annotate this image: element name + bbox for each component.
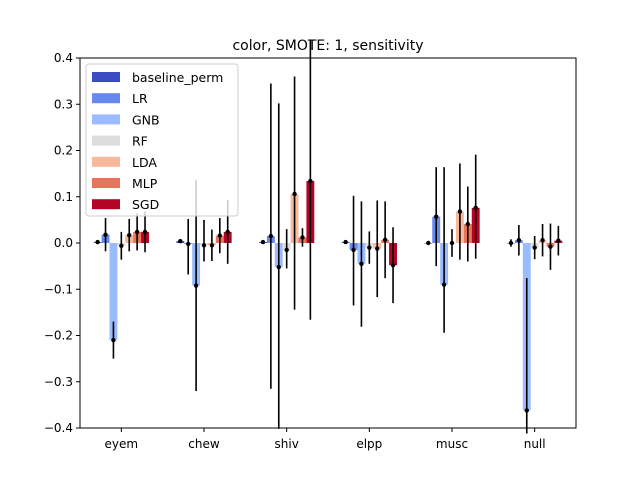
mean-point (127, 232, 132, 238)
legend-swatch (92, 72, 120, 82)
mean-point (201, 243, 207, 248)
mean-point (367, 245, 372, 250)
mean-point (351, 247, 356, 253)
legend-label: RF (132, 134, 148, 149)
legend-box (85, 63, 239, 217)
mean-point (516, 238, 522, 243)
legend-label: GNB (132, 112, 160, 127)
mean-point (540, 238, 545, 243)
x-tick-label: null (524, 437, 546, 451)
legend-label: baseline_perm (132, 70, 223, 85)
legend: baseline_perm LR GNB RF LDA MLP SGD (85, 63, 239, 217)
legend-label: LR (132, 91, 148, 106)
mean-point (473, 205, 478, 211)
y-tick-label: 0.1 (54, 190, 73, 204)
mean-point (193, 283, 199, 288)
mean-point (457, 209, 463, 214)
y-tick-label: −0.2 (44, 329, 73, 343)
legend-swatch (92, 156, 120, 167)
mean-point (225, 229, 230, 235)
y-tick-label: 0.4 (54, 51, 73, 65)
mean-point (441, 282, 447, 287)
mean-point (134, 229, 140, 235)
mean-point (95, 239, 100, 245)
x-tick-label: musc (436, 437, 468, 451)
x-tick-label: shiv (275, 437, 299, 451)
legend-swatch (92, 178, 120, 188)
plot-frame (79, 57, 577, 429)
mean-point (284, 247, 289, 253)
x-tick-label: eyem (105, 437, 139, 451)
legend-swatch (92, 199, 120, 210)
x-tick-label: elpp (356, 437, 382, 451)
mean-point (217, 233, 222, 238)
legend-label: SGD (132, 197, 159, 212)
legend-label: LDA (132, 155, 157, 170)
mean-point (524, 408, 529, 413)
mean-point (260, 239, 266, 245)
mean-point (142, 229, 148, 235)
errorbar-layer (95, 39, 561, 434)
chart-title: color, SMOTE: 1, sensitivity (232, 38, 423, 54)
x-tick-label: chew (188, 437, 220, 451)
y-tick-label: 0.3 (54, 97, 73, 111)
mean-point (300, 235, 305, 240)
y-axis: −0.4 −0.3 −0.2 −0.1 0.0 0.1 0.2 0.3 0.4 (44, 51, 80, 435)
mean-point (548, 244, 553, 249)
mean-point (308, 178, 313, 184)
bar (109, 243, 118, 341)
mean-point (449, 240, 455, 246)
mean-point (292, 191, 297, 197)
mean-point (465, 221, 470, 227)
mean-point (268, 233, 274, 239)
mean-point (111, 337, 116, 343)
mean-point (103, 232, 108, 237)
mean-point (343, 239, 348, 245)
legend-swatch (92, 135, 120, 146)
mean-point (186, 241, 191, 247)
mean-point (178, 238, 183, 244)
mean-point (390, 263, 396, 268)
mean-point (276, 264, 281, 270)
x-axis: eyem chew shiv elpp musc null (105, 428, 546, 451)
mean-point (426, 240, 431, 246)
legend-swatch (92, 114, 120, 125)
y-tick-label: −0.3 (44, 375, 73, 389)
y-tick-label: 0.0 (54, 236, 73, 250)
mean-point (556, 238, 561, 243)
mean-point (359, 261, 364, 267)
legend-label: MLP (132, 176, 158, 191)
y-tick-label: −0.4 (44, 421, 73, 435)
mean-point (532, 245, 537, 250)
mean-point (434, 214, 439, 219)
legend-swatch (92, 93, 120, 104)
mean-point (508, 240, 514, 246)
mean-point (382, 237, 388, 242)
mean-point (119, 243, 124, 248)
y-tick-label: −0.1 (44, 282, 73, 296)
mean-point (375, 246, 380, 251)
mean-point (209, 243, 215, 248)
y-tick-label: 0.2 (54, 144, 73, 158)
